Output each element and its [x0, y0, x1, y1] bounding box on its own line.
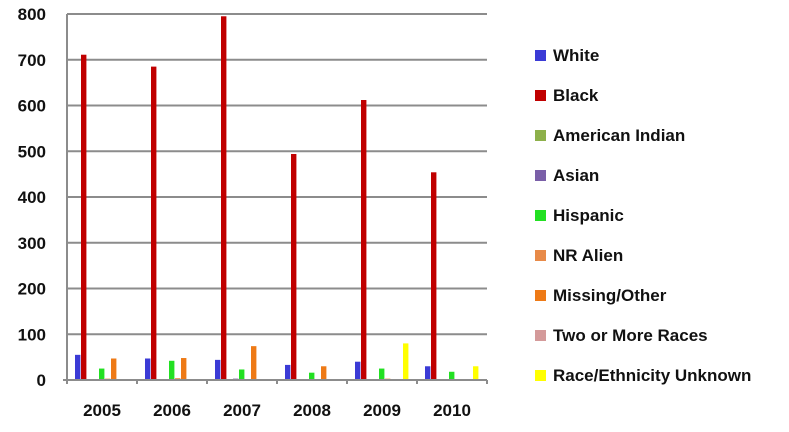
legend-swatch — [535, 130, 546, 141]
bar-white-2010 — [425, 366, 430, 380]
legend-swatch — [535, 370, 546, 381]
legend-swatch — [535, 210, 546, 221]
y-tick-label: 200 — [18, 280, 46, 299]
legend-label: American Indian — [553, 126, 685, 145]
bars — [75, 16, 478, 380]
bar-hispanic-2006 — [169, 361, 174, 380]
legend-label: Missing/Other — [553, 286, 667, 305]
legend-label: Black — [553, 86, 599, 105]
bar-hispanic-2010 — [449, 372, 454, 380]
legend-item-two-or-more-races: Two or More Races — [535, 326, 708, 345]
x-tick-label: 2006 — [153, 401, 191, 420]
y-tick-label: 600 — [18, 97, 46, 116]
y-tick-label: 100 — [18, 325, 46, 344]
bar-missing-other-2005 — [111, 358, 116, 380]
bar-race-ethnicity-unknown-2009 — [403, 343, 408, 380]
bar-white-2006 — [145, 358, 150, 380]
bar-hispanic-2007 — [239, 369, 244, 380]
legend-item-white: White — [535, 46, 599, 65]
axes — [63, 14, 487, 384]
x-tick-label: 2010 — [433, 401, 471, 420]
x-tick-label: 2008 — [293, 401, 331, 420]
legend-swatch — [535, 290, 546, 301]
bar-missing-other-2008 — [321, 366, 326, 380]
legend-label: Asian — [553, 166, 599, 185]
bar-race-ethnicity-unknown-2010 — [473, 366, 478, 380]
legend-swatch — [535, 50, 546, 61]
legend: White Black American Indian Asian Hispanic NR… — [535, 46, 751, 385]
bar-black-2007 — [221, 16, 226, 380]
legend-item-nr-alien: NR Alien — [535, 246, 623, 265]
legend-label: Two or More Races — [553, 326, 708, 345]
bar-white-2005 — [75, 355, 80, 380]
legend-swatch — [535, 90, 546, 101]
legend-item-asian: Asian — [535, 166, 599, 185]
y-tick-label: 800 — [18, 5, 46, 24]
legend-swatch — [535, 170, 546, 181]
y-tick-label: 400 — [18, 188, 46, 207]
bar-black-2008 — [291, 154, 296, 380]
bar-missing-other-2006 — [181, 358, 186, 380]
bar-white-2008 — [285, 365, 290, 380]
legend-item-race-ethnicity-unknown: Race/Ethnicity Unknown — [535, 366, 751, 385]
bar-black-2010 — [431, 172, 436, 380]
y-tick-label: 500 — [18, 142, 46, 161]
bar-hispanic-2008 — [309, 373, 314, 380]
y-axis-tick-labels: 0 100 200 300 400 500 600 700 800 — [18, 5, 46, 390]
bar-white-2009 — [355, 362, 360, 380]
legend-label: NR Alien — [553, 246, 623, 265]
legend-swatch — [535, 250, 546, 261]
legend-label: White — [553, 46, 599, 65]
bar-black-2005 — [81, 55, 86, 380]
x-tick-label: 2007 — [223, 401, 261, 420]
bar-hispanic-2009 — [379, 369, 384, 380]
legend-item-hispanic: Hispanic — [535, 206, 624, 225]
bar-black-2006 — [151, 67, 156, 380]
legend-swatch — [535, 330, 546, 341]
y-tick-label: 300 — [18, 234, 46, 253]
legend-item-missing-other: Missing/Other — [535, 286, 667, 305]
bar-white-2007 — [215, 360, 220, 380]
bar-missing-other-2007 — [251, 346, 256, 380]
x-tick-label: 2009 — [363, 401, 401, 420]
bar-hispanic-2005 — [99, 369, 104, 380]
bar-black-2009 — [361, 100, 366, 380]
legend-label: Race/Ethnicity Unknown — [553, 366, 751, 385]
legend-item-american-indian: American Indian — [535, 126, 685, 145]
legend-item-black: Black — [535, 86, 599, 105]
y-tick-label: 0 — [37, 371, 46, 390]
x-axis-tick-labels: 2005 2006 2007 2008 2009 2010 — [83, 401, 471, 420]
x-tick-label: 2005 — [83, 401, 121, 420]
legend-label: Hispanic — [553, 206, 624, 225]
y-tick-label: 700 — [18, 51, 46, 70]
grid — [67, 14, 487, 334]
